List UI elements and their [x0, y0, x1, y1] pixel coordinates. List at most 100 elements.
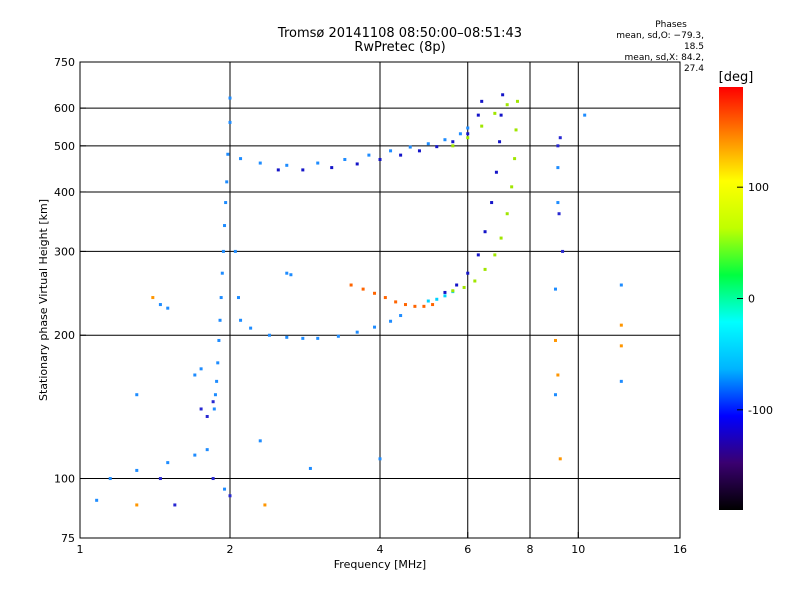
data-point — [95, 498, 99, 502]
data-point — [413, 304, 417, 308]
data-point — [556, 166, 560, 170]
data-point — [389, 149, 393, 153]
data-point — [561, 249, 565, 253]
data-point — [493, 253, 497, 257]
data-point — [431, 303, 435, 307]
data-point — [108, 477, 112, 481]
data-point — [215, 379, 219, 383]
x-axis-label: Frequency [MHz] — [334, 558, 426, 571]
data-point — [212, 407, 216, 411]
data-point — [216, 361, 220, 365]
data-point — [193, 453, 197, 457]
data-point — [193, 373, 197, 377]
colorbar-tick-label: -100 — [748, 404, 773, 417]
data-point — [480, 124, 484, 128]
data-point — [220, 271, 224, 275]
data-point — [258, 439, 262, 443]
data-point — [228, 96, 232, 100]
data-point — [505, 103, 509, 107]
data-point — [499, 113, 503, 117]
data-point — [557, 212, 561, 216]
data-point — [221, 249, 225, 253]
data-point — [443, 138, 447, 142]
chart-title: Tromsø 20141108 08:50:00–08:51:43 — [277, 26, 523, 41]
data-point — [258, 161, 262, 165]
data-point — [226, 152, 230, 156]
data-point — [466, 126, 470, 130]
data-point — [239, 318, 243, 322]
data-point — [553, 287, 557, 291]
data-point — [199, 367, 203, 371]
data-point — [219, 296, 223, 300]
data-point — [301, 336, 305, 340]
data-point — [510, 185, 514, 189]
data-point — [619, 323, 623, 327]
data-point — [367, 153, 371, 157]
data-point — [619, 344, 623, 348]
data-point — [151, 296, 155, 300]
data-point — [473, 279, 477, 283]
grid-lines — [80, 62, 680, 538]
colorbar-label: [deg] — [719, 70, 754, 85]
data-point — [361, 287, 365, 291]
data-point — [417, 149, 421, 153]
data-point — [466, 271, 470, 275]
data-point — [316, 336, 320, 340]
data-point — [458, 132, 462, 136]
data-point — [556, 373, 560, 377]
data-point — [480, 99, 484, 103]
data-point — [236, 296, 240, 300]
data-point — [135, 503, 139, 507]
data-point — [336, 334, 340, 338]
data-point — [394, 300, 398, 304]
chart-subtitle: RwPretec (8p) — [354, 40, 446, 55]
data-point — [408, 145, 412, 149]
x-tick-label: 1 — [77, 543, 84, 556]
data-point — [476, 113, 480, 117]
data-point — [205, 414, 209, 418]
data-point — [378, 457, 382, 461]
data-point — [276, 168, 280, 172]
data-point — [263, 503, 267, 507]
y-tick-label: 200 — [54, 329, 75, 342]
data-point — [166, 461, 170, 465]
data-point — [316, 161, 320, 165]
data-point — [135, 393, 139, 397]
data-point — [619, 283, 623, 287]
data-point — [158, 303, 162, 307]
data-point — [285, 163, 289, 167]
y-tick-label: 500 — [54, 140, 75, 153]
data-point — [399, 314, 403, 318]
data-point — [435, 145, 439, 149]
data-point — [556, 144, 560, 148]
data-point — [199, 407, 203, 411]
data-point — [373, 291, 377, 295]
x-tick-label: 16 — [673, 543, 687, 556]
data-point — [233, 249, 237, 253]
data-point — [505, 212, 509, 216]
y-tick-label: 750 — [54, 56, 75, 69]
colorbar: [deg] — [719, 70, 754, 510]
data-point — [173, 503, 177, 507]
data-point — [383, 296, 387, 300]
data-point — [285, 271, 289, 275]
data-point — [466, 132, 470, 136]
data-point — [483, 267, 487, 271]
phase-stats-x: mean, sd,X: 84.2, 27.4 — [624, 53, 704, 74]
data-point — [330, 166, 334, 170]
data-point — [514, 128, 518, 132]
data-point — [249, 326, 253, 330]
data-point — [443, 290, 447, 294]
data-point — [308, 466, 312, 470]
phase-stats-heading: Phases — [655, 20, 687, 30]
y-tick-label: 600 — [54, 102, 75, 115]
data-point — [211, 477, 215, 481]
data-point — [490, 201, 494, 205]
data-point — [223, 487, 227, 491]
data-point — [515, 99, 519, 103]
data-point — [225, 180, 229, 184]
x-tick-label: 4 — [377, 543, 384, 556]
data-point — [553, 338, 557, 342]
x-tick-label: 2 — [227, 543, 234, 556]
x-tick-label: 8 — [527, 543, 534, 556]
